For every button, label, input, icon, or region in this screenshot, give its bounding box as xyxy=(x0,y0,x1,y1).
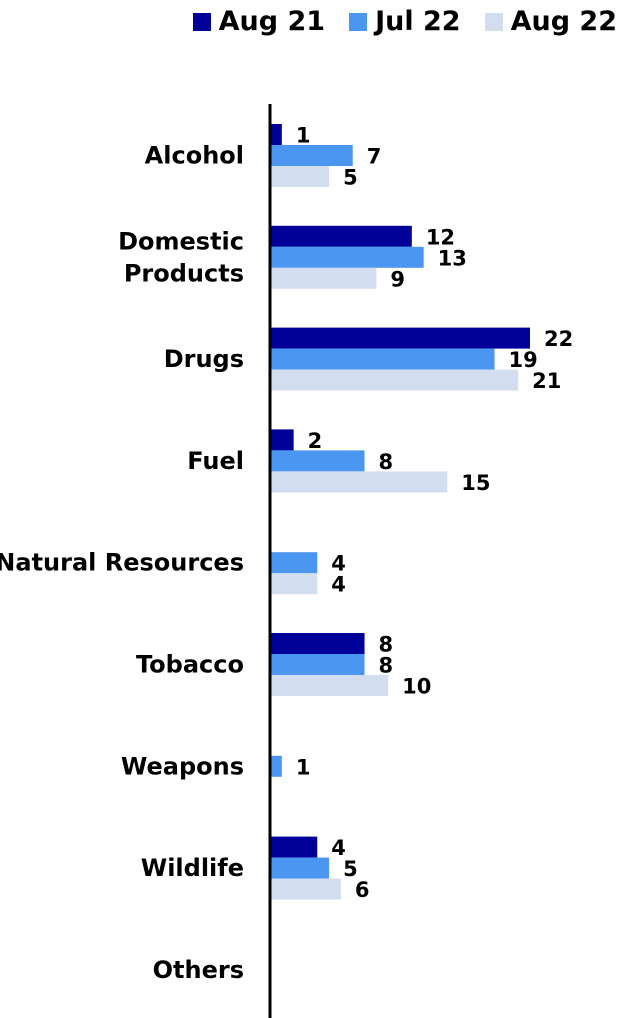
bar-alcohol-jul-22 xyxy=(270,145,353,166)
data-label-wildlife-jul-22: 5 xyxy=(343,857,358,881)
category-label-domestic-products-line-2: Products xyxy=(124,259,244,287)
bar-domestic-products-jul-22 xyxy=(270,246,424,268)
data-label-domestic-products-aug-21: 12 xyxy=(426,225,455,249)
data-label-weapons-jul-22: 1 xyxy=(296,755,311,779)
bar-natural-resources-jul-22 xyxy=(270,552,318,574)
category-label-alcohol: Alcohol xyxy=(145,142,244,170)
legend-swatch-aug-22 xyxy=(484,12,503,31)
bar-wildlife-aug-22 xyxy=(270,878,341,900)
data-label-fuel-jul-22: 8 xyxy=(379,450,394,474)
data-label-alcohol-jul-22: 7 xyxy=(367,145,382,169)
bar-weapons-jul-22 xyxy=(270,755,282,777)
data-label-fuel-aug-22: 15 xyxy=(461,471,490,495)
data-label-fuel-aug-21: 2 xyxy=(308,429,323,453)
bar-tobacco-jul-22 xyxy=(270,654,365,675)
data-label-domestic-products-aug-22: 9 xyxy=(390,267,405,291)
bar-drugs-aug-21 xyxy=(270,327,530,349)
legend-swatch-aug-21 xyxy=(192,12,211,31)
category-label-wildlife: Wildlife xyxy=(141,854,244,882)
data-label-tobacco-jul-22: 8 xyxy=(379,654,394,678)
bar-fuel-aug-22 xyxy=(270,471,448,493)
bar-tobacco-aug-21 xyxy=(270,633,365,654)
data-label-alcohol-aug-22: 5 xyxy=(343,166,358,190)
bar-alcohol-aug-21 xyxy=(270,124,282,145)
bar-alcohol-aug-22 xyxy=(270,166,330,187)
data-label-wildlife-aug-21: 4 xyxy=(331,836,346,860)
category-label-drugs: Drugs xyxy=(164,345,244,373)
legend-item-jul-22: Jul 22 xyxy=(349,6,461,37)
bar-tobacco-aug-22 xyxy=(270,675,389,696)
data-label-tobacco-aug-22: 10 xyxy=(402,675,431,699)
category-label-domestic-products-line-1: Domestic xyxy=(118,227,244,255)
data-label-natural-resources-jul-22: 4 xyxy=(331,552,346,576)
data-label-drugs-jul-22: 19 xyxy=(509,348,538,372)
legend: Aug 21 Jul 22 Aug 22 xyxy=(192,6,617,37)
category-label-weapons: Weapons xyxy=(121,752,244,780)
category-label-others: Others xyxy=(153,956,244,984)
legend-label-aug-22: Aug 22 xyxy=(510,6,617,37)
legend-label-jul-22: Jul 22 xyxy=(375,6,461,37)
bar-fuel-jul-22 xyxy=(270,450,365,472)
data-label-drugs-aug-22: 21 xyxy=(532,369,561,393)
legend-item-aug-21: Aug 21 xyxy=(192,6,326,37)
bar-drugs-jul-22 xyxy=(270,348,495,370)
data-label-wildlife-aug-22: 6 xyxy=(355,878,370,902)
bar-wildlife-aug-21 xyxy=(270,836,318,858)
category-label-natural-resources: Natural Resources xyxy=(0,549,244,577)
bar-natural-resources-aug-22 xyxy=(270,573,318,595)
legend-item-aug-22: Aug 22 xyxy=(484,6,617,37)
bar-domestic-products-aug-22 xyxy=(270,267,377,289)
bar-wildlife-jul-22 xyxy=(270,857,330,879)
category-label-tobacco: Tobacco xyxy=(136,651,244,679)
legend-label-aug-21: Aug 21 xyxy=(218,6,326,37)
data-label-drugs-aug-21: 22 xyxy=(544,327,573,351)
data-label-domestic-products-jul-22: 13 xyxy=(438,246,467,270)
bar-fuel-aug-21 xyxy=(270,429,294,451)
legend-swatch-jul-22 xyxy=(349,12,368,31)
data-label-alcohol-aug-21: 1 xyxy=(296,124,311,148)
bar-domestic-products-aug-21 xyxy=(270,225,412,247)
category-label-fuel: Fuel xyxy=(187,447,244,475)
data-label-natural-resources-aug-22: 4 xyxy=(331,573,346,597)
data-label-tobacco-aug-21: 8 xyxy=(379,633,394,657)
bar-drugs-aug-22 xyxy=(270,369,519,391)
